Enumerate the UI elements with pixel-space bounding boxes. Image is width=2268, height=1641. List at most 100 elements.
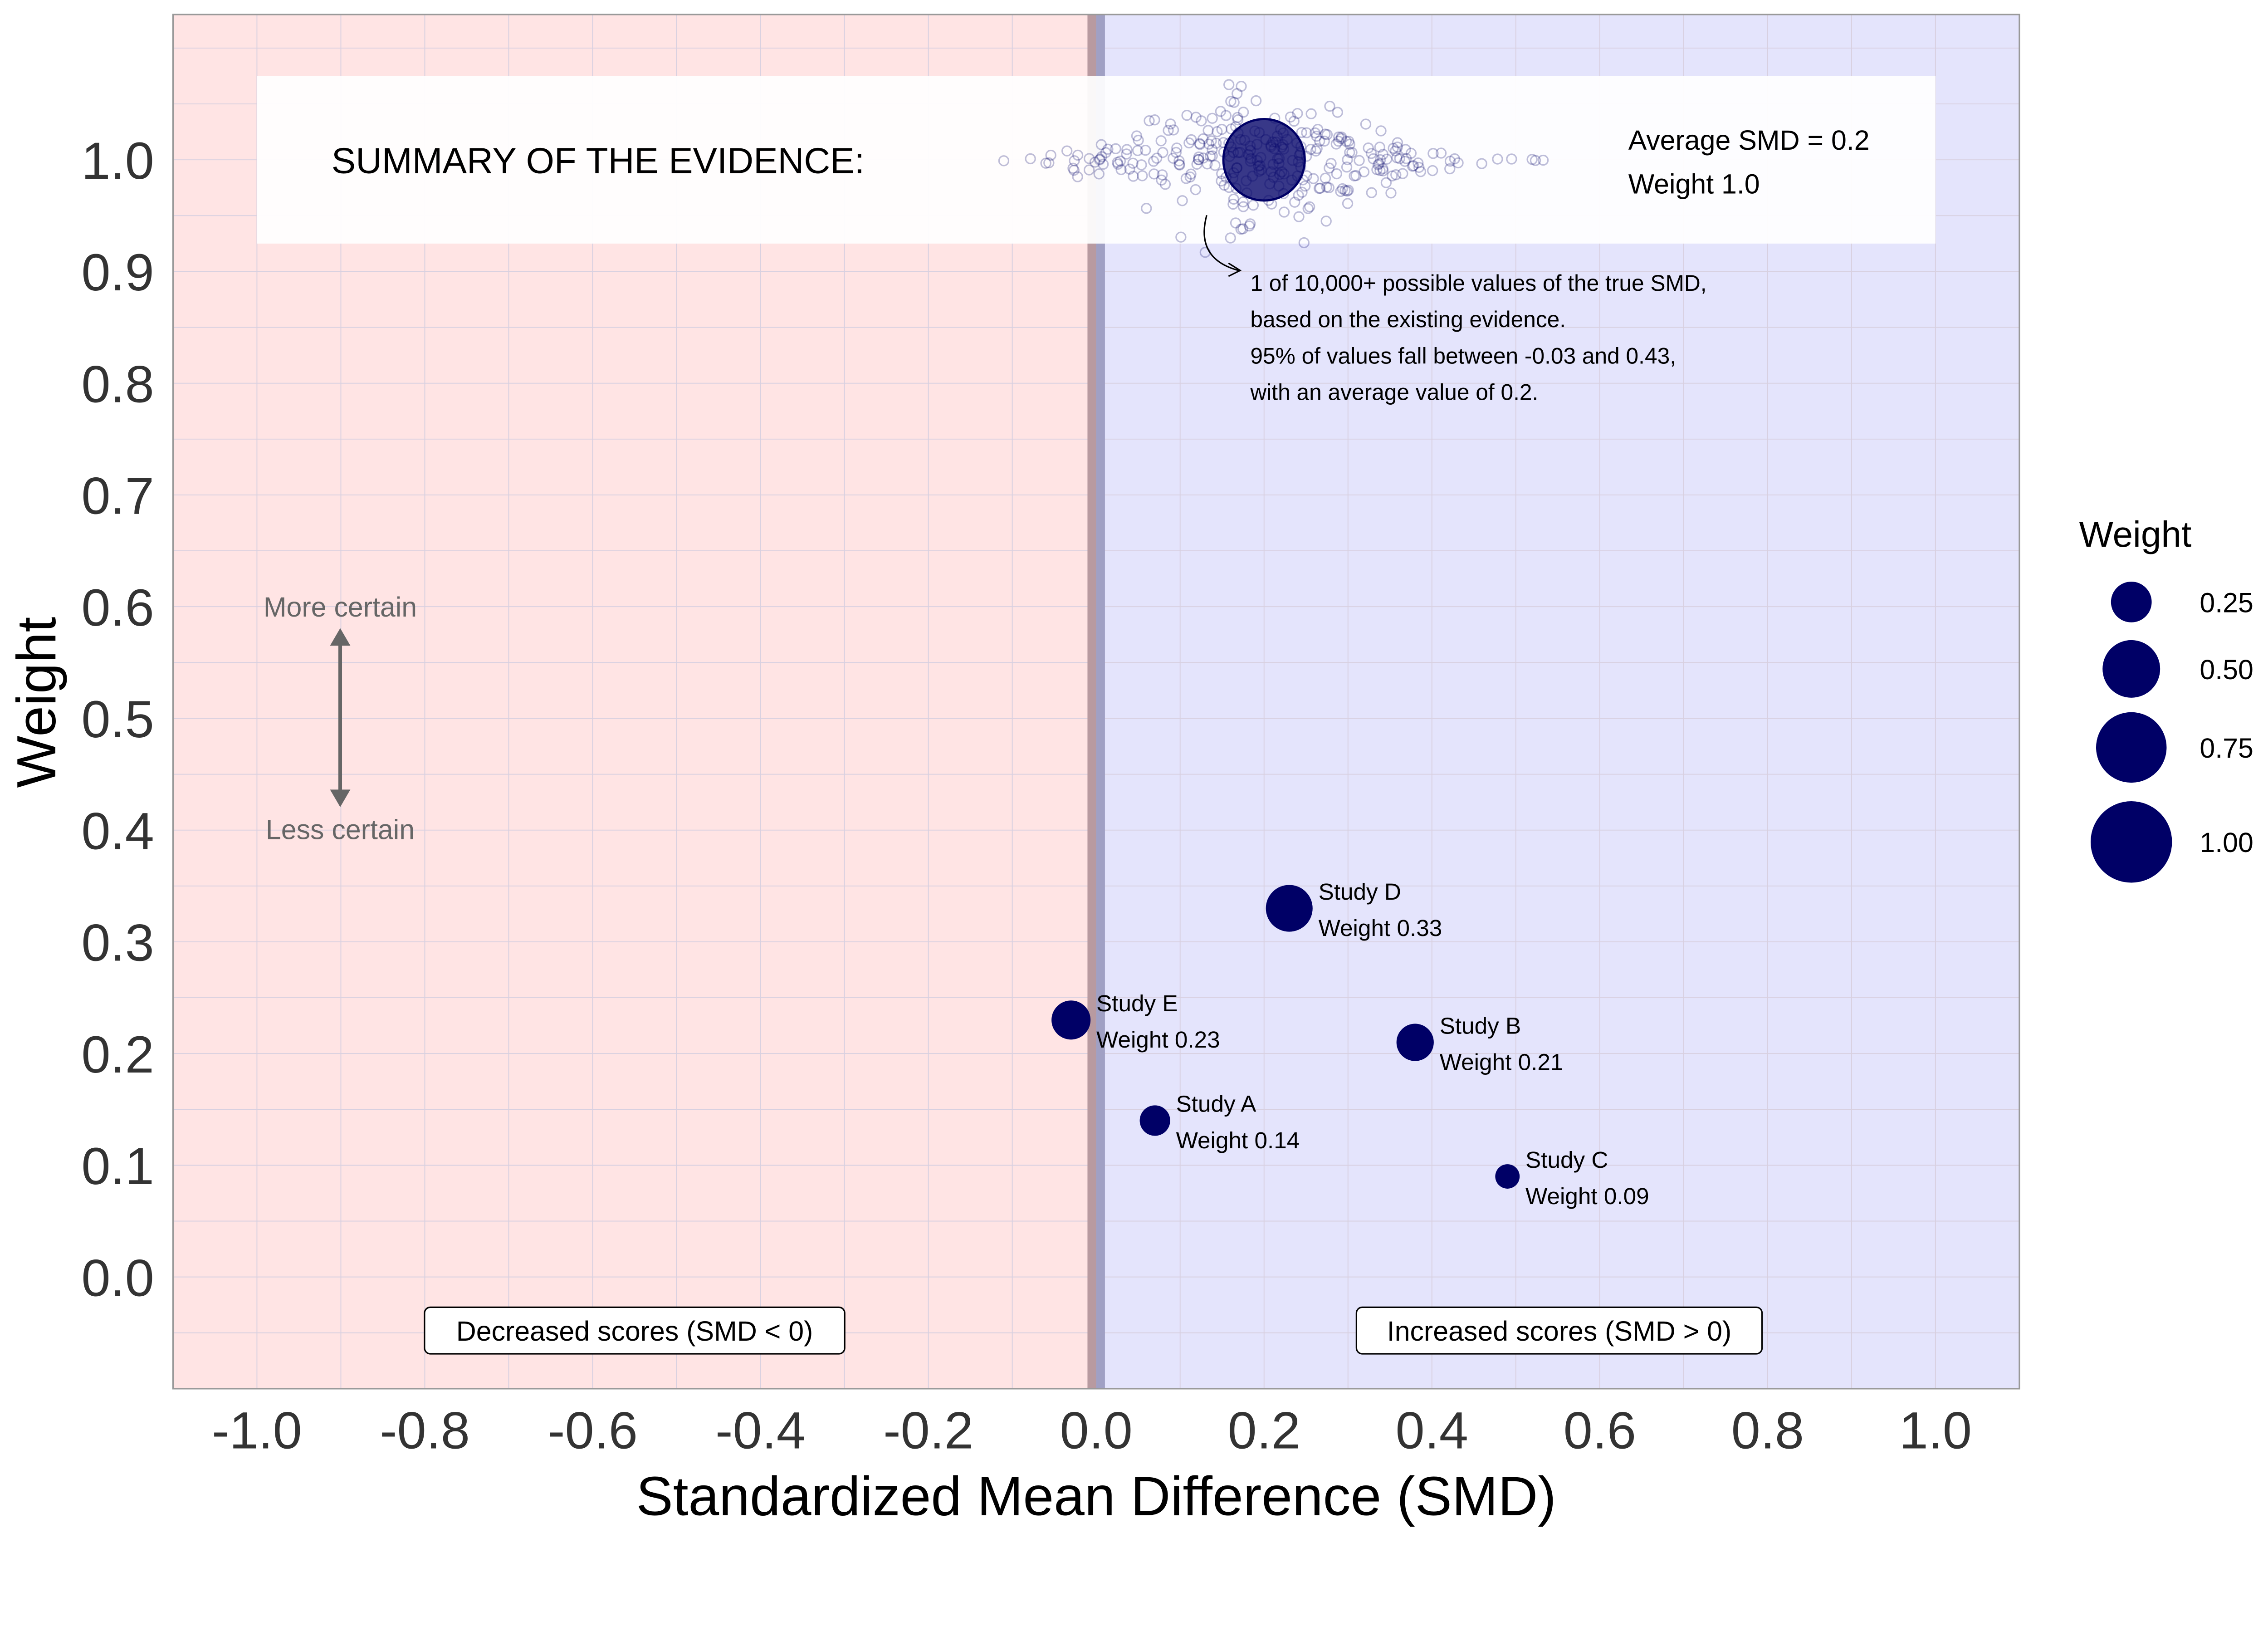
simulated-value-point [1415, 166, 1427, 177]
simulated-value-point [1112, 157, 1123, 168]
simulated-value-point [1374, 158, 1385, 170]
simulated-value-point [1209, 160, 1221, 171]
simulated-value-point [1136, 159, 1147, 171]
simulated-value-point [1372, 159, 1384, 171]
simulated-value-point [1288, 115, 1300, 127]
simulated-value-point [1067, 162, 1079, 174]
simulated-value-point [1399, 156, 1411, 167]
study-name-label: Study D [1319, 879, 1401, 905]
simulated-value-point [1311, 143, 1323, 154]
simulated-value-point [1392, 137, 1403, 148]
simulated-value-point [1218, 179, 1230, 191]
simulated-value-point [1380, 177, 1392, 188]
simulated-value-point [1358, 166, 1370, 178]
simulated-value-point [1191, 158, 1202, 170]
simulated-value-point [1045, 149, 1056, 161]
y-tick-label: 1.0 [81, 132, 154, 190]
simulated-value-point [1173, 159, 1185, 170]
y-tick-label: 0.5 [81, 691, 154, 749]
simulated-value-point [1413, 162, 1425, 173]
simulated-value-point [1296, 186, 1308, 198]
simulated-value-point [1391, 152, 1403, 163]
summary-weight: Weight 1.0 [1628, 168, 1760, 199]
simulated-value-point [1235, 223, 1246, 235]
simulated-value-point [1365, 148, 1377, 159]
simulated-value-point [1349, 170, 1360, 181]
simulated-value-point [1168, 152, 1179, 164]
simulated-value-point [1333, 131, 1344, 143]
simulated-value-point [1385, 187, 1397, 199]
simulated-value-point [1476, 158, 1487, 169]
simulated-value-point [1336, 131, 1347, 143]
simulated-value-point [1198, 133, 1209, 145]
annotation-line-3: 95% of values fall between -0.03 and 0.4… [1250, 343, 1676, 368]
simulated-value-point [1390, 169, 1402, 181]
simulated-value-point [1171, 142, 1183, 154]
simulated-value-point [1360, 118, 1372, 130]
simulated-value-point [1163, 125, 1174, 136]
simulated-value-point [1375, 125, 1387, 137]
simulated-value-point [1133, 134, 1144, 146]
x-tick-label: 1.0 [1899, 1401, 1972, 1460]
simulated-value-point [1285, 111, 1296, 123]
simulated-value-point [1309, 127, 1321, 139]
simulated-value-point [1151, 152, 1163, 164]
simulated-value-point [1205, 151, 1216, 162]
simulated-value-point [1198, 152, 1209, 164]
simulated-value-point [1293, 190, 1304, 201]
simulated-value-point [1115, 164, 1127, 176]
zero-band-left [1087, 15, 1096, 1389]
simulated-value-point [1244, 220, 1255, 232]
simulated-value-point [1405, 147, 1417, 159]
simulated-value-point [1174, 159, 1185, 171]
simulated-value-point [1342, 198, 1354, 209]
x-axis-title: Standardized Mean Difference (SMD) [636, 1465, 1556, 1527]
simulated-value-point [1193, 154, 1204, 166]
simulated-value-point [1339, 185, 1351, 196]
simulated-value-point [1128, 171, 1139, 182]
legend-key [2090, 801, 2172, 883]
certainty-arrow-down-head [330, 789, 351, 807]
simulated-value-point [1168, 124, 1179, 136]
simulated-value-point [1173, 155, 1185, 167]
simulated-value-point [1407, 161, 1418, 172]
simulated-value-point [1181, 109, 1193, 121]
legend-label: 1.00 [2200, 827, 2253, 858]
simulated-value-point [1137, 170, 1148, 181]
simulated-value-point [1148, 156, 1159, 167]
simulated-value-point [1114, 155, 1126, 167]
simulated-value-point [1194, 139, 1206, 150]
study-point [1051, 1000, 1091, 1040]
x-tick-label: -0.8 [380, 1401, 470, 1460]
more-certain-label: More certain [264, 592, 417, 622]
simulated-value-point [1180, 173, 1192, 184]
simulated-value-point [1190, 112, 1202, 123]
simulated-value-point [1304, 201, 1315, 213]
simulated-value-point [1175, 231, 1187, 243]
y-tick-label: 0.9 [81, 244, 154, 302]
decreased-label: Decreased scores (SMD < 0) [456, 1316, 813, 1347]
simulated-value-point [1156, 174, 1167, 186]
simulated-value-point [1196, 115, 1207, 127]
study-weight-label: Weight 0.09 [1525, 1183, 1649, 1209]
simulated-value-point [1183, 137, 1195, 149]
simulated-value-point [1312, 123, 1324, 135]
simulated-value-point [1157, 169, 1168, 181]
simulated-value-point [1207, 113, 1218, 124]
simulated-value-point [1237, 223, 1249, 235]
simulated-value-point [1335, 133, 1347, 144]
simulated-value-point [1068, 165, 1080, 176]
simulated-value-point [1335, 186, 1346, 197]
simulated-value-point [1375, 154, 1386, 166]
x-tick-label: -1.0 [212, 1401, 302, 1460]
increased-label: Increased scores (SMD > 0) [1387, 1316, 1732, 1347]
summary-average: Average SMD = 0.2 [1628, 125, 1870, 156]
plot-border [172, 14, 2020, 1390]
simulated-value-point [1100, 147, 1112, 158]
simulated-value-point [1127, 157, 1139, 169]
x-tick-label: 0.6 [1564, 1401, 1636, 1460]
x-tick-label: 0.8 [1731, 1401, 1804, 1460]
study-weight-label: Weight 0.33 [1319, 915, 1442, 941]
simulated-value-point [1444, 163, 1456, 175]
simulated-value-point [1302, 203, 1314, 214]
